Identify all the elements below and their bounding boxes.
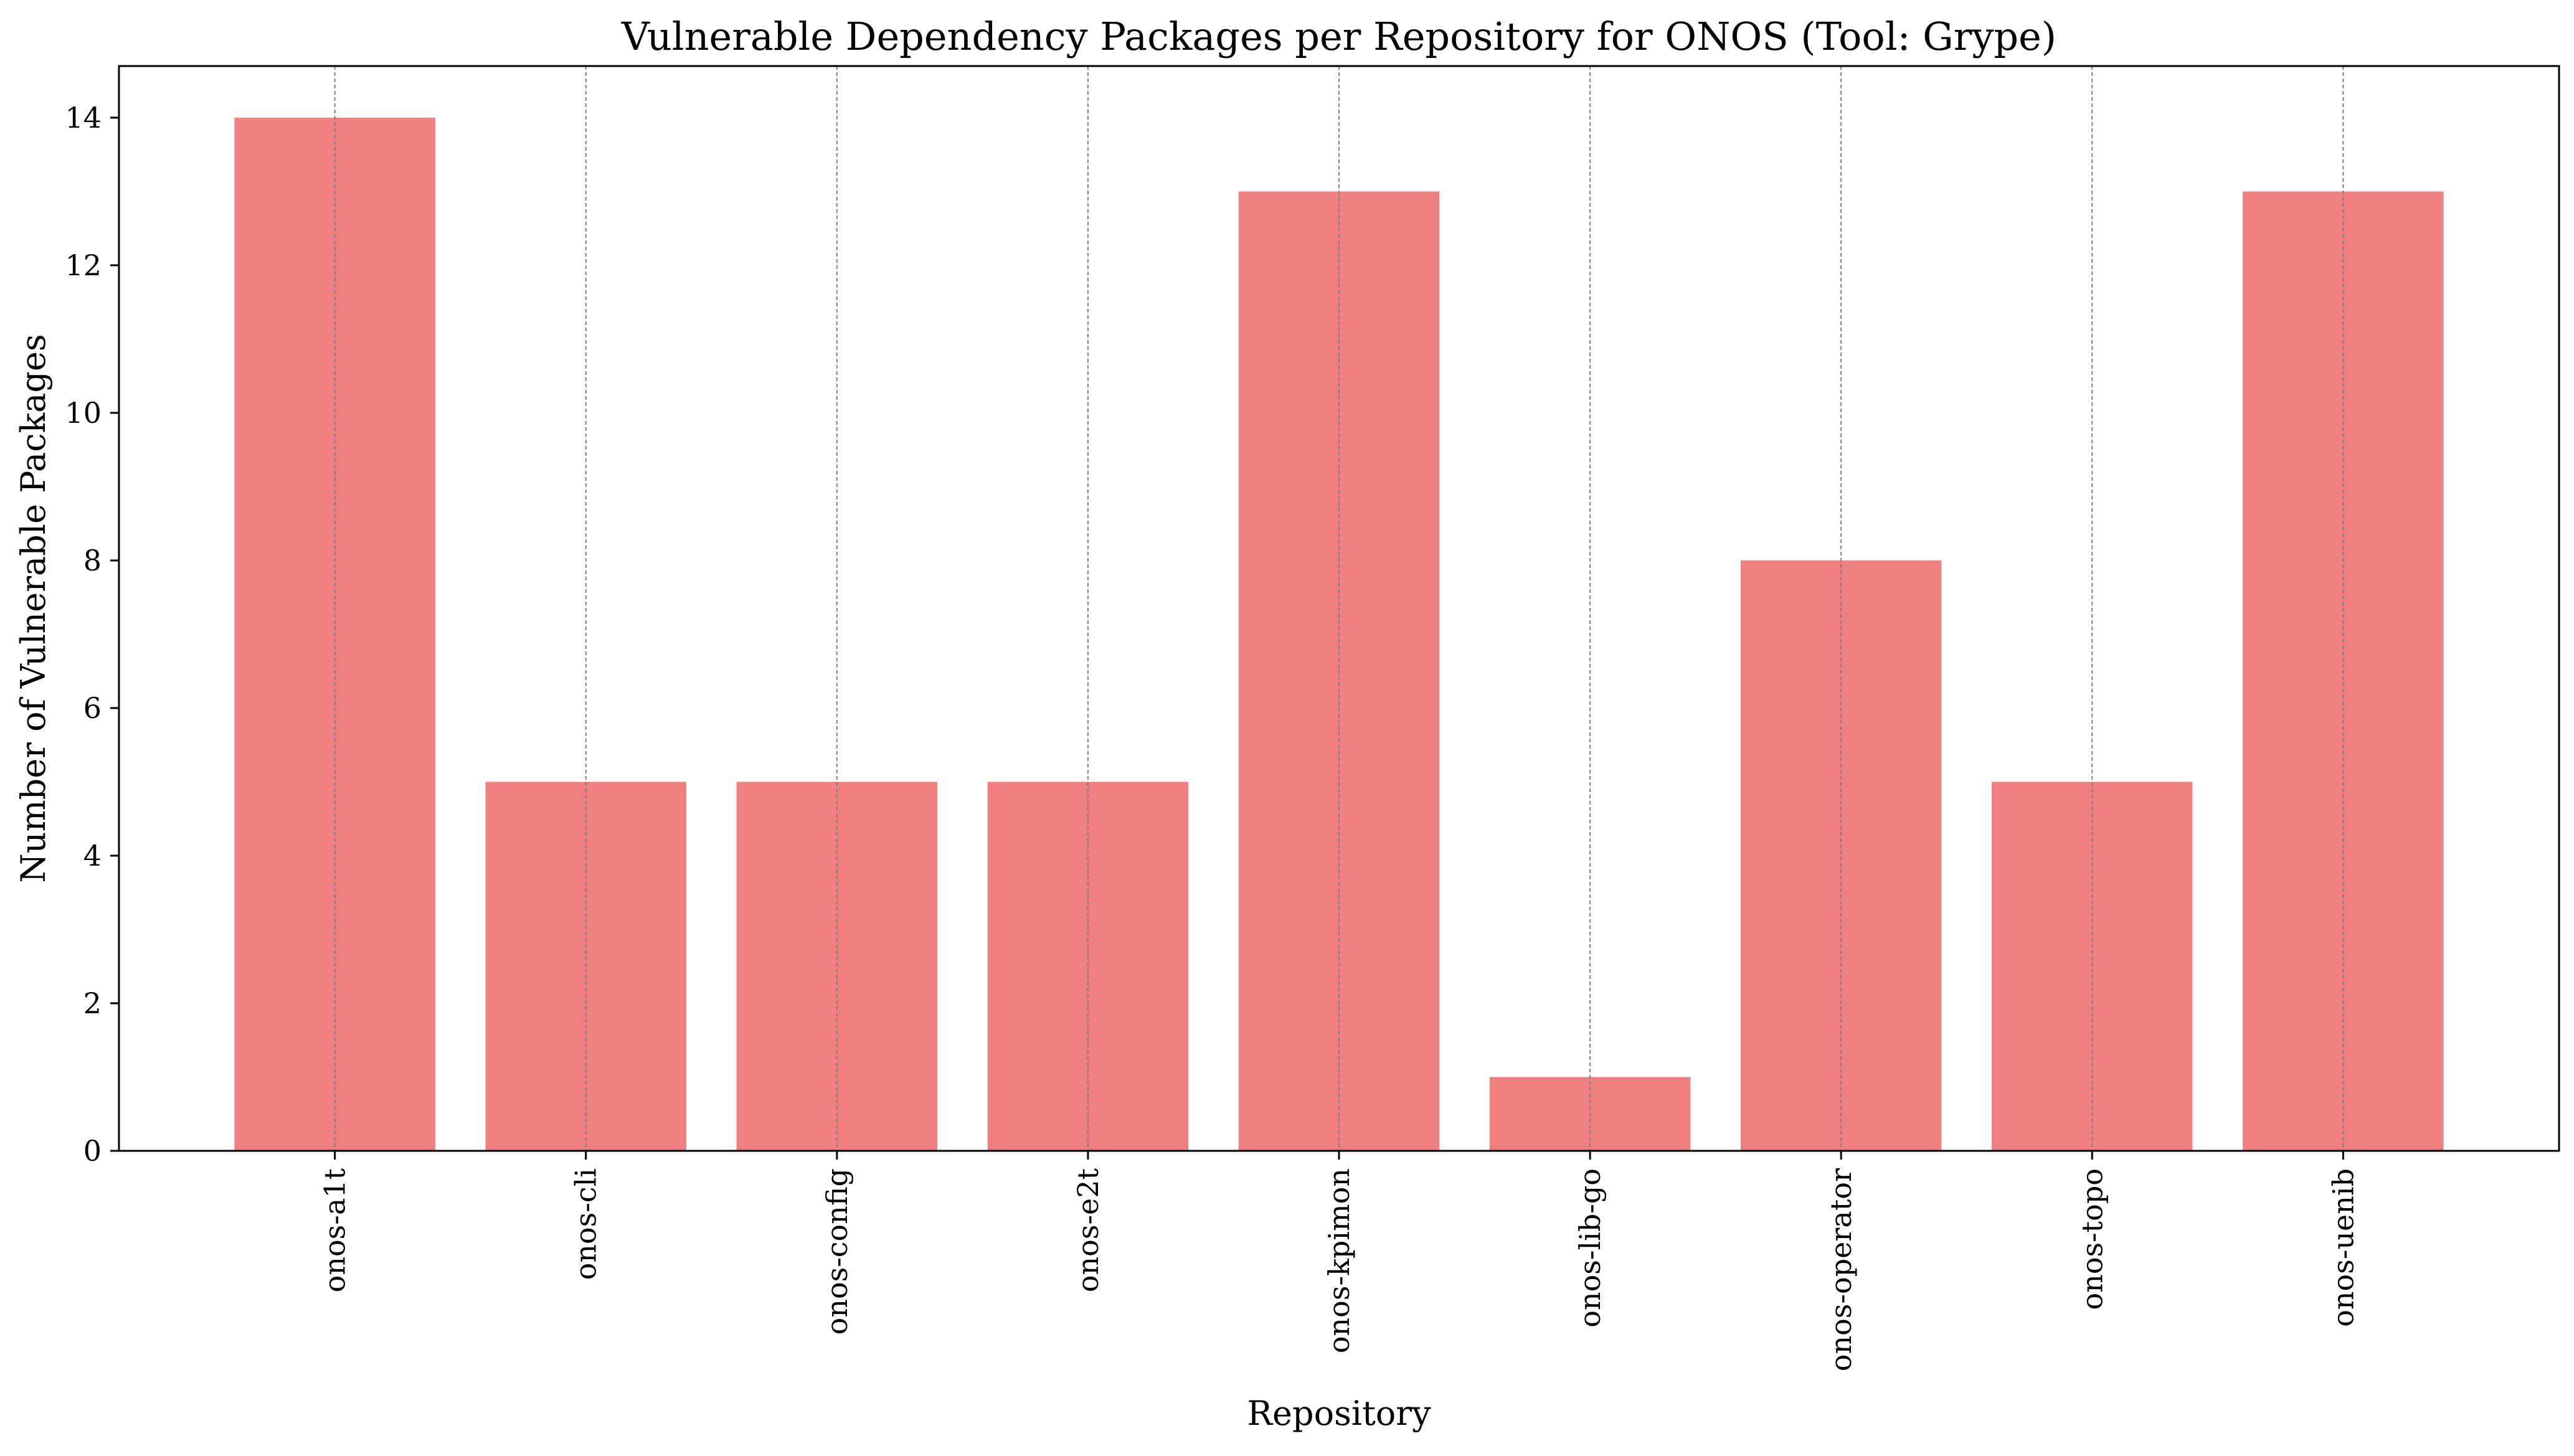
x-tick-label-onos-e2t: onos-e2t bbox=[1071, 1168, 1105, 1292]
x-tick-label-onos-cli: onos-cli bbox=[569, 1168, 603, 1280]
y-tick-label-10: 10 bbox=[65, 396, 102, 430]
x-tick-label-onos-operator: onos-operator bbox=[1824, 1168, 1858, 1371]
x-tick-label-onos-config: onos-config bbox=[820, 1168, 854, 1335]
chart-title: Vulnerable Dependency Packages per Repos… bbox=[621, 14, 2056, 59]
x-tick-label-onos-a1t: onos-a1t bbox=[318, 1168, 352, 1292]
y-tick-label-12: 12 bbox=[65, 248, 102, 282]
x-tick-label-onos-topo: onos-topo bbox=[2075, 1168, 2109, 1310]
y-tick-label-4: 4 bbox=[83, 839, 102, 872]
y-tick-label-6: 6 bbox=[83, 691, 102, 725]
y-tick-label-8: 8 bbox=[83, 544, 102, 577]
x-axis-label: Repository bbox=[1247, 1394, 1431, 1433]
y-axis: 0 2 4 6 8 10 12 14 bbox=[65, 101, 119, 1168]
x-tick-label-onos-uenib: onos-uenib bbox=[2326, 1168, 2360, 1327]
y-tick-label-14: 14 bbox=[65, 101, 102, 135]
x-axis: onos-a1t onos-cli onos-config onos-e2t onos-… bbox=[318, 1151, 2360, 1371]
y-axis-label: Number of Vulnerable Packages bbox=[14, 334, 53, 882]
bar-onos-operator bbox=[1740, 560, 1942, 1151]
y-tick-label-0: 0 bbox=[83, 1134, 102, 1168]
x-tick-label-onos-kpimon: onos-kpimon bbox=[1322, 1168, 1356, 1353]
vertical-grid-lines bbox=[334, 66, 2344, 1151]
x-tick-label-onos-lib-go: onos-lib-go bbox=[1573, 1168, 1607, 1328]
y-tick-label-2: 2 bbox=[83, 986, 102, 1020]
